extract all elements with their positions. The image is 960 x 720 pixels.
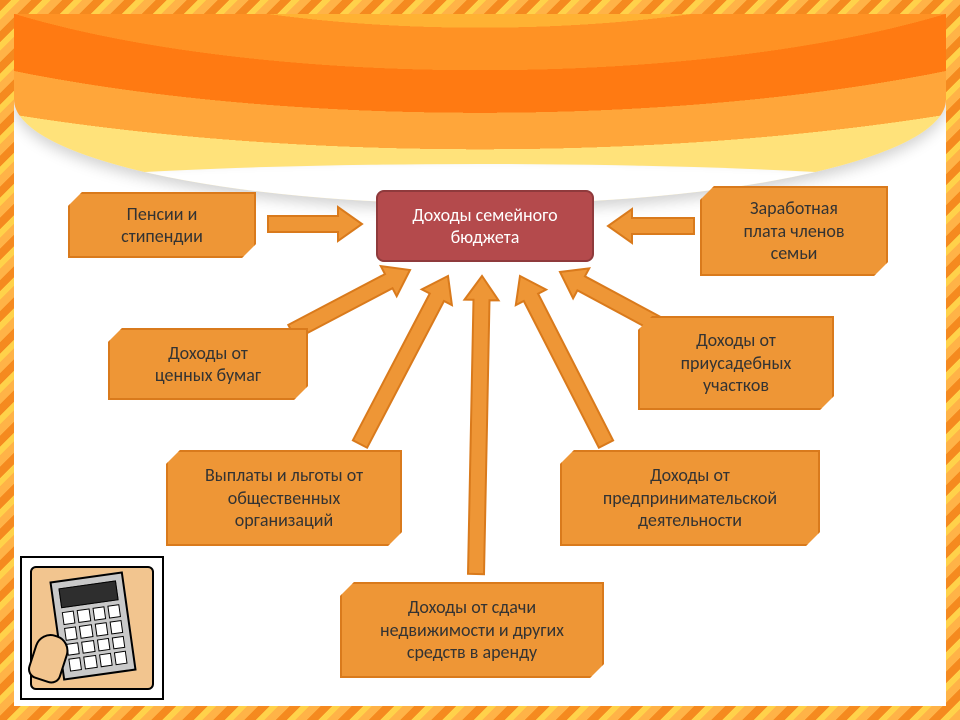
source-node-rent: Доходы от сдачинедвижимости и другихсред…	[340, 582, 604, 678]
arrow-pensions	[268, 207, 362, 241]
source-node-plots: Доходы отприусадебныхучастков	[638, 316, 834, 410]
source-node-business: Доходы отпредпринимательскойдеятельности	[560, 450, 820, 546]
source-node-salary: Заработнаяплата членовсемьи	[700, 186, 888, 276]
center-node: Доходы семейногобюджета	[376, 190, 594, 262]
arrow-rent	[465, 276, 499, 574]
decorative-swoosh	[14, 14, 946, 204]
source-node-pensions: Пенсии истипендии	[68, 192, 256, 258]
arrow-benefits	[353, 276, 452, 448]
calculator-clipart	[20, 556, 164, 700]
arrow-salary	[608, 209, 694, 243]
arrow-business	[516, 276, 613, 448]
source-node-securities: Доходы отценных бумаг	[108, 328, 308, 400]
source-node-benefits: Выплаты и льготы отобщественныхорганизац…	[166, 450, 402, 546]
diagram-stage: Доходы семейногобюджета Пенсии истипенди…	[0, 0, 960, 720]
